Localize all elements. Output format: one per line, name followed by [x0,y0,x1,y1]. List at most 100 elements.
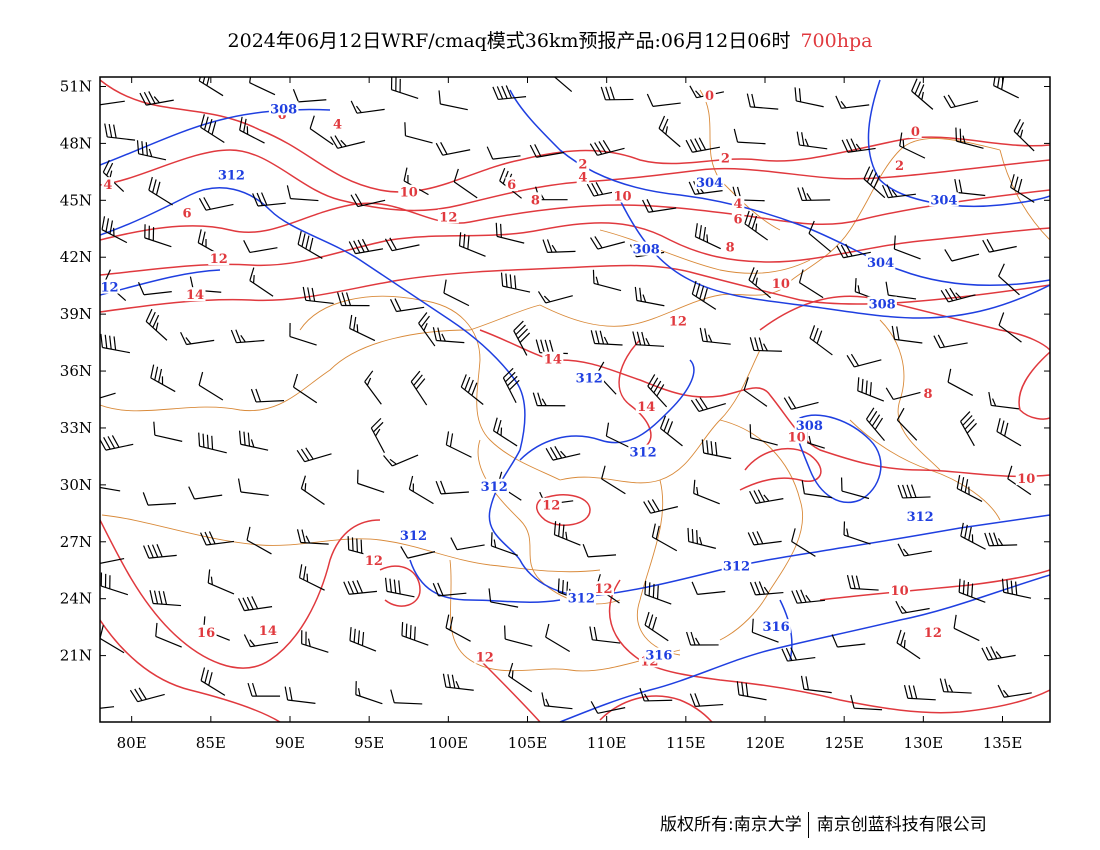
contour-label-bg [867,296,897,311]
contour-label-bg [889,583,911,598]
contour-label-bg [100,279,120,294]
wind-barb [309,115,334,146]
contour-label-bg [398,184,420,199]
wind-barb [911,78,934,110]
temperature-contour-label: 14 [259,624,277,639]
wind-barb [237,596,273,612]
wind-barb [794,87,824,108]
wind-barb [238,430,269,451]
contour-label-bg [529,192,542,207]
contour-label-bg [437,209,459,224]
wind-barb [644,611,669,642]
wind-barb [843,521,871,545]
temperature-contour-label: 6 [734,212,743,227]
wind-barb [297,230,323,259]
wind-barb [639,687,673,702]
wind-barb [960,411,977,447]
height-contours [100,79,1050,722]
contour-label-bg [909,124,922,139]
lat-tick-label: 51N [60,77,92,95]
lat-tick-label: 30N [60,476,92,494]
wind-barb [301,630,329,653]
wind-barb [100,333,131,354]
wind-barb [401,622,429,646]
wind-barb [736,681,767,701]
wind-barb [882,184,916,199]
wind-barb [733,128,766,145]
wind-barb [137,282,172,296]
temperature-contour-label: 0 [705,89,714,104]
temperature-contour-label: 0 [911,125,920,140]
temperature-contour-label: 2 [578,157,587,172]
wind-barb [863,166,886,199]
wind-barb [247,682,281,697]
wind-barb [743,377,768,407]
wind-barb [364,370,382,405]
wind-barb [954,179,986,197]
temperature-contour-label: 12 [476,651,494,666]
wind-barb [300,475,325,505]
wind-barb [529,144,565,158]
contour-label-bg [770,275,792,290]
wind-barb [658,115,681,148]
contour-label-bg [593,581,614,596]
wind-barb [997,684,1032,698]
wind-barb [495,222,525,244]
wind-barb [939,678,972,694]
wind-barb [100,392,116,399]
wind-barb [590,330,623,346]
contour-label-bg [542,351,564,366]
contour-label-bg [631,241,661,256]
contour-label-bg [195,624,217,639]
map-title: 2024年06月12日WRF/cmaq模式36km预报产品:06月12日06时 7… [0,26,1100,53]
wind-barb [798,269,824,299]
contour-label-bg [644,647,674,662]
wind-barb [100,486,121,492]
lat-tick-label: 45N [60,191,92,209]
wind-barb [694,223,721,250]
wind-barb [998,312,1022,343]
wind-barb [841,138,876,153]
lat-tick-label: 33N [60,419,92,437]
lon-tick-label: 115E [666,734,706,752]
wind-barb [442,673,474,691]
wind-barb [488,588,519,608]
temperature-contour-label: 2 [721,152,730,167]
wind-barb [337,292,370,307]
wind-barb [749,581,784,596]
temperature-contour-label: 12 [542,499,560,514]
temperature-contour-label: 8 [726,241,735,256]
wind-barb [139,91,174,106]
contour-label-bg [576,156,590,171]
contour-label-bg [257,622,279,637]
wind-barb [701,439,732,460]
contour-label-bg [474,649,496,664]
wind-barb [797,187,831,202]
wind-barb [590,701,626,714]
wind-barb [592,269,622,292]
temperature-contour-label: 6 [183,207,192,222]
contour-label-bg [905,509,935,524]
height-contour-label: 308 [633,243,660,258]
wind-barb [865,407,885,442]
wind-barb [791,528,816,557]
wind-barb [296,447,332,463]
wind-barb [632,331,665,347]
wind-barb [239,116,265,144]
contour-label-bg [612,188,633,203]
temperature-contour-label: 14 [186,288,204,303]
copyright-right: 南京创蓝科技有限公司 [816,815,987,835]
wind-barb [207,569,235,595]
wind-barb [896,407,918,441]
wind-barb [1010,174,1035,203]
wind-barb [284,686,316,704]
wind-barb [198,197,234,211]
wind-barb [198,432,227,454]
wind-barb [404,122,433,144]
wind-barb [749,489,784,504]
wind-barb [791,589,826,604]
wind-barb [349,627,377,652]
lat-tick-label: 27N [60,533,92,551]
height-contour-label: 312 [576,372,603,387]
wind-barb [249,267,274,297]
